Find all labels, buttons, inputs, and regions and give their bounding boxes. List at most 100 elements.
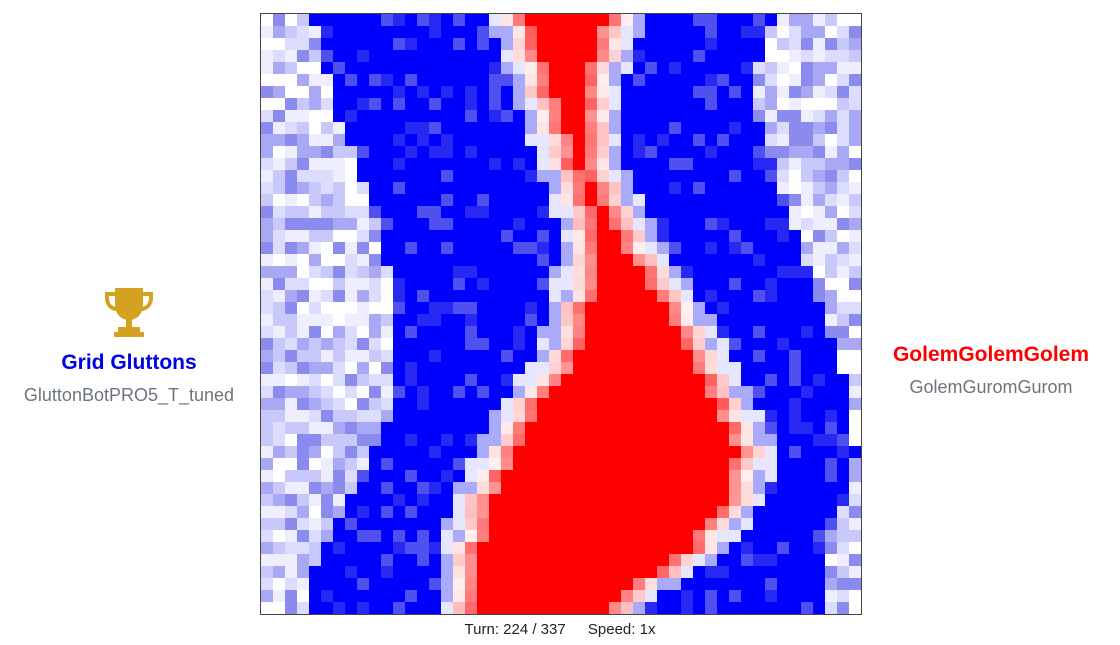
board-cell — [273, 278, 285, 290]
board-cell — [561, 302, 573, 314]
board-cell — [765, 506, 777, 518]
board-cell — [693, 302, 705, 314]
board-cell — [393, 602, 405, 614]
board-cell — [585, 266, 597, 278]
board-cell — [429, 182, 441, 194]
board-cell — [669, 314, 681, 326]
board-cell — [525, 518, 537, 530]
board-cell — [465, 494, 477, 506]
board-cell — [681, 338, 693, 350]
board-cell — [825, 506, 837, 518]
board-cell — [405, 230, 417, 242]
board-cell — [717, 278, 729, 290]
board-cell — [525, 542, 537, 554]
board-cell — [777, 458, 789, 470]
board-cell — [333, 158, 345, 170]
board-cell — [453, 398, 465, 410]
board-cell — [729, 290, 741, 302]
board-cell — [609, 422, 621, 434]
board-cell — [429, 518, 441, 530]
board-cell — [789, 38, 801, 50]
board-cell — [273, 566, 285, 578]
board-cell — [357, 542, 369, 554]
board-cell — [285, 230, 297, 242]
board-cell — [645, 206, 657, 218]
board-cell — [705, 470, 717, 482]
board-cell — [789, 278, 801, 290]
board-cell — [501, 410, 513, 422]
board-cell — [273, 554, 285, 566]
board-cell — [693, 398, 705, 410]
board-cell — [753, 62, 765, 74]
board-cell — [525, 182, 537, 194]
board-cell — [621, 446, 633, 458]
board-cell — [297, 110, 309, 122]
board-cell — [513, 62, 525, 74]
board-cell — [753, 386, 765, 398]
board-cell — [849, 158, 861, 170]
board-cell — [333, 206, 345, 218]
board-cell — [621, 602, 633, 614]
board-cell — [441, 470, 453, 482]
board-cell — [789, 386, 801, 398]
board-cell — [753, 530, 765, 542]
board-cell — [753, 218, 765, 230]
board-cell — [417, 410, 429, 422]
board-cell — [549, 554, 561, 566]
board-cell — [297, 74, 309, 86]
board-cell — [633, 278, 645, 290]
board-cell — [321, 590, 333, 602]
board-cell — [717, 302, 729, 314]
board-cell — [849, 134, 861, 146]
board-cell — [405, 542, 417, 554]
board-cell — [441, 254, 453, 266]
board-cell — [669, 398, 681, 410]
board-cell — [645, 26, 657, 38]
board-cell — [357, 206, 369, 218]
board-cell — [681, 506, 693, 518]
board-cell — [525, 242, 537, 254]
board-cell — [789, 98, 801, 110]
board-cell — [369, 86, 381, 98]
board-cell — [705, 110, 717, 122]
board-cell — [753, 518, 765, 530]
board-cell — [657, 98, 669, 110]
board-cell — [525, 134, 537, 146]
board-cell — [405, 146, 417, 158]
board-cell — [513, 254, 525, 266]
board-cell — [585, 110, 597, 122]
board-cell — [669, 362, 681, 374]
board-cell — [633, 266, 645, 278]
board-cell — [669, 122, 681, 134]
board-cell — [753, 362, 765, 374]
board-cell — [669, 38, 681, 50]
board-cell — [609, 362, 621, 374]
board-cell — [309, 458, 321, 470]
board-cell — [309, 338, 321, 350]
board-cell — [501, 38, 513, 50]
board-cell — [741, 566, 753, 578]
board-cell — [525, 386, 537, 398]
board-cell — [597, 482, 609, 494]
board-cell — [801, 290, 813, 302]
board-cell — [465, 470, 477, 482]
board-cell — [285, 194, 297, 206]
board-cell — [669, 254, 681, 266]
board-cell — [705, 74, 717, 86]
board-cell — [321, 470, 333, 482]
board-cell — [633, 518, 645, 530]
board-cell — [633, 134, 645, 146]
board-cell — [609, 110, 621, 122]
board-cell — [525, 338, 537, 350]
board-cell — [525, 350, 537, 362]
board-cell — [561, 14, 573, 26]
board-cell — [561, 566, 573, 578]
board-cell — [741, 62, 753, 74]
board-cell — [525, 590, 537, 602]
board-cell — [813, 170, 825, 182]
board-cell — [285, 26, 297, 38]
board-cell — [777, 194, 789, 206]
board-cell — [729, 494, 741, 506]
board-cell — [417, 458, 429, 470]
board-cell — [729, 158, 741, 170]
